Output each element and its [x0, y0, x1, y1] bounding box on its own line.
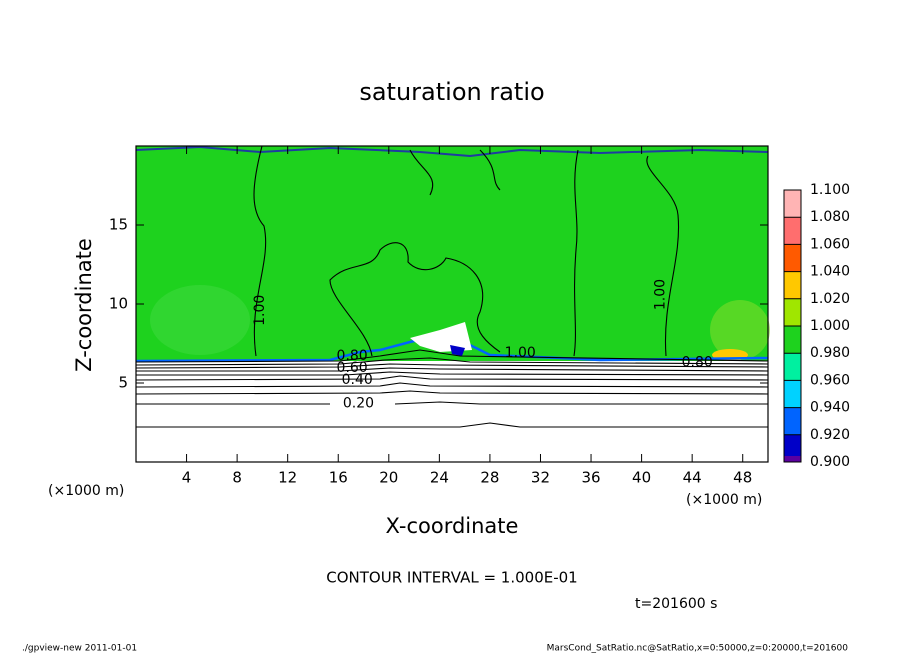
footer-left: ./gpview-new 2011-01-01	[22, 644, 137, 654]
contour-label: 0.80	[337, 348, 368, 364]
field-edge	[135, 145, 769, 158]
x-axis-label: X-coordinate	[386, 514, 519, 538]
contour-line	[135, 375, 769, 381]
x-tick-label: 8	[232, 469, 242, 487]
x-tick-label: 40	[632, 469, 651, 487]
x-tick-label: 48	[733, 469, 752, 487]
colorbar-band	[784, 456, 801, 462]
field	[135, 145, 770, 363]
x-tick-label: 4	[182, 469, 192, 487]
colorbar-label: 1.020	[810, 291, 850, 307]
contour-label: 1.00	[252, 295, 268, 326]
colorbar-label: 1.000	[810, 318, 850, 334]
contour-label: 1.00	[653, 279, 669, 310]
x-tick-label: 44	[683, 469, 702, 487]
contour-label: 1.00	[505, 345, 536, 361]
contour-line	[136, 371, 769, 376]
colorbar-band	[784, 298, 801, 326]
y-tick-label: 10	[109, 295, 128, 313]
y-tick-label: 5	[118, 374, 128, 392]
contour-line	[253, 145, 267, 357]
field-patch	[710, 300, 770, 360]
colorbar-band	[784, 353, 801, 381]
contour-label: 0.20	[343, 396, 374, 412]
contour-label: 0.40	[342, 372, 373, 388]
colorbar-label: 0.940	[810, 400, 850, 416]
colorbar-band	[784, 326, 801, 354]
x-tick-label: 28	[480, 469, 499, 487]
colorbar-band	[784, 271, 801, 299]
colorbar-band	[784, 190, 801, 218]
x-tick-label: 16	[329, 469, 348, 487]
colorbar-band	[784, 217, 801, 245]
colorbar-band	[784, 244, 801, 272]
x-tick-label: 32	[531, 469, 550, 487]
field-patch	[410, 322, 472, 352]
field-patch	[150, 285, 250, 355]
contour-line	[409, 149, 501, 196]
contour-interval: CONTOUR INTERVAL = 1.000E-01	[326, 569, 577, 587]
contour-line	[135, 357, 769, 366]
colorbar-label: 1.060	[810, 236, 850, 252]
x-tick-label: 12	[278, 469, 297, 487]
colorbar-label: 0.960	[810, 372, 850, 388]
contour-label: 0.60	[337, 360, 368, 376]
contour-label: 0.80	[682, 354, 713, 370]
colorbar-label: 0.900	[810, 454, 850, 470]
x-unit-label: (×1000 m)	[48, 483, 124, 499]
contour-line	[135, 349, 769, 363]
time-label: t=201600 s	[635, 596, 717, 612]
contour-line	[329, 242, 501, 357]
contour-line	[136, 401, 768, 405]
y-axis-label: Z-coordinate	[72, 238, 96, 372]
contour-line	[646, 155, 680, 357]
colorbar-band	[784, 407, 801, 435]
contour-line	[135, 382, 769, 388]
field-patch	[450, 345, 465, 356]
colorbar-label: 1.100	[810, 182, 850, 198]
contour-line	[136, 367, 769, 372]
colorbar-label: 1.040	[810, 264, 850, 280]
contour-line	[135, 363, 769, 369]
colorbar-label: 1.080	[810, 209, 850, 225]
x-tick-label: 36	[581, 469, 600, 487]
contour-line	[573, 149, 579, 357]
colorbar-label: 0.980	[810, 345, 850, 361]
x-tick-label: 20	[379, 469, 398, 487]
contour-line	[136, 422, 768, 428]
chart-title: saturation ratio	[359, 78, 544, 106]
footer-right: MarsCond_SatRatio.nc@SatRatio,x=0:50000,…	[547, 644, 849, 654]
x-tick-label: 24	[430, 469, 449, 487]
y-tick-label: 15	[109, 216, 128, 234]
contours	[135, 145, 769, 428]
colorbar-label: 0.920	[810, 427, 850, 443]
colorbar-band	[784, 434, 801, 462]
contour-line	[135, 390, 769, 395]
x-unit-label: (×1000 m)	[686, 492, 762, 508]
colorbar-band	[784, 380, 801, 408]
